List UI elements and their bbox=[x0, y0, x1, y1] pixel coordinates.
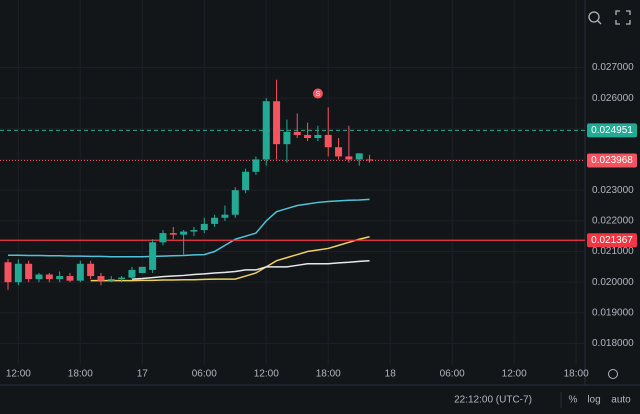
candle-body bbox=[4, 262, 12, 283]
signal-marker-label: S bbox=[316, 91, 321, 98]
y-tick-label: 0.021000 bbox=[592, 246, 634, 257]
candle-body bbox=[107, 279, 115, 281]
candle-body bbox=[138, 266, 146, 273]
percent-button[interactable]: % bbox=[569, 395, 578, 406]
candle-body bbox=[304, 134, 312, 139]
candle-body bbox=[314, 134, 322, 139]
candle-body bbox=[45, 274, 53, 280]
candle-body bbox=[169, 233, 177, 235]
y-tick-label: 0.018000 bbox=[592, 338, 634, 349]
candle-body bbox=[128, 269, 136, 278]
candle-body bbox=[97, 276, 105, 281]
candle-body bbox=[118, 277, 126, 280]
y-tick-label: 0.026000 bbox=[592, 93, 634, 104]
moving-average-line bbox=[8, 198, 370, 258]
x-tick-label: 17 bbox=[137, 369, 149, 380]
x-tick-label: 06:00 bbox=[192, 369, 217, 380]
candle-body bbox=[355, 153, 363, 160]
candle-body bbox=[324, 134, 332, 148]
candle-body bbox=[190, 230, 198, 232]
auto-button[interactable]: auto bbox=[611, 395, 631, 406]
candle-body bbox=[14, 263, 22, 283]
x-tick-label: 18:00 bbox=[316, 369, 341, 380]
candle-body bbox=[25, 263, 33, 280]
settings-icon[interactable] bbox=[608, 369, 618, 379]
price-label: 0.023968 bbox=[591, 155, 633, 166]
footer-time: 22:12:00 (UTC-7) bbox=[454, 395, 532, 406]
x-tick-label: 06:00 bbox=[440, 369, 465, 380]
candle-body bbox=[231, 190, 239, 215]
y-tick-label: 0.020000 bbox=[592, 277, 634, 288]
candle-body bbox=[56, 276, 64, 280]
y-tick-label: 0.023000 bbox=[592, 185, 634, 196]
price-label-box bbox=[587, 153, 637, 168]
candle-body bbox=[242, 171, 250, 191]
x-tick-label: 18 bbox=[385, 369, 397, 380]
x-tick-label: 12:00 bbox=[6, 369, 31, 380]
candle-body bbox=[211, 217, 219, 224]
moving-average-line bbox=[131, 259, 370, 280]
x-tick-label: 12:00 bbox=[502, 369, 527, 380]
y-tick-label: 0.027000 bbox=[592, 62, 634, 73]
zoom-icon[interactable] bbox=[588, 11, 602, 25]
price-label: 0.024951 bbox=[591, 125, 633, 136]
x-tick-label: 18:00 bbox=[68, 369, 93, 380]
price-label-box bbox=[587, 233, 637, 248]
candle-body bbox=[66, 276, 74, 281]
candle-body bbox=[200, 223, 208, 231]
candle-body bbox=[221, 214, 229, 218]
y-tick-label: 0.022000 bbox=[592, 215, 634, 226]
candle-body bbox=[283, 131, 291, 145]
candle-body bbox=[293, 131, 301, 135]
signal-marker bbox=[312, 88, 323, 99]
x-tick-label: 12:00 bbox=[254, 369, 279, 380]
log-button[interactable]: log bbox=[587, 395, 600, 406]
candle-body bbox=[87, 263, 95, 277]
moving-average-line bbox=[90, 236, 370, 282]
candle-body bbox=[366, 159, 374, 161]
x-tick-label: 18:00 bbox=[564, 369, 589, 380]
candle-body bbox=[252, 159, 260, 172]
candle-body bbox=[35, 274, 43, 280]
price-label-box bbox=[587, 123, 637, 138]
candle-body bbox=[159, 233, 167, 243]
candle-body bbox=[76, 263, 84, 281]
fullscreen-icon[interactable] bbox=[615, 10, 631, 25]
candle-body bbox=[180, 231, 188, 235]
candle-body bbox=[345, 156, 353, 160]
y-tick-label: 0.019000 bbox=[592, 307, 634, 318]
price-label: 0.021367 bbox=[591, 235, 633, 246]
candle-body bbox=[273, 101, 281, 145]
candle-body bbox=[335, 147, 343, 157]
candle-body bbox=[262, 101, 270, 160]
candle-body bbox=[149, 242, 157, 270]
